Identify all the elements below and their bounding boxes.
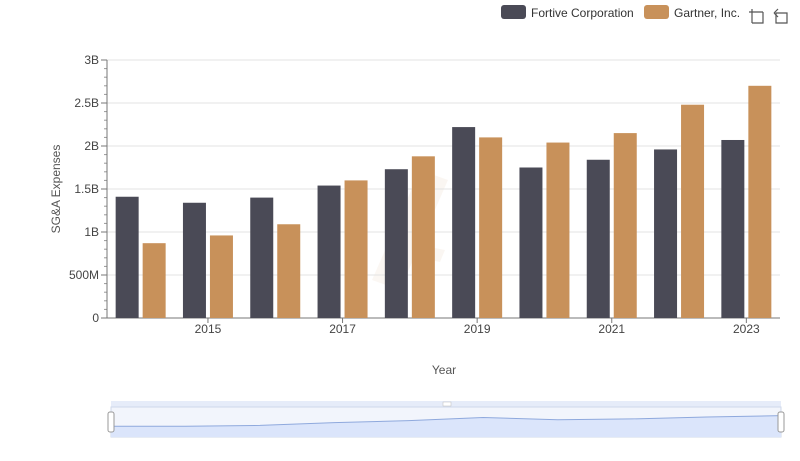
bar-gartner-2014[interactable] — [142, 243, 166, 318]
legend-item-gartner[interactable]: Gartner, Inc. — [644, 5, 740, 20]
bar-fortive-2020[interactable] — [519, 167, 543, 319]
legend-label: Fortive Corporation — [531, 6, 634, 20]
y-tick-label: 2.5B — [74, 96, 99, 110]
x-tick-label: 2017 — [329, 322, 356, 336]
y-axis-title: SG&A Expenses — [49, 145, 63, 234]
zoom-select-icon[interactable] — [748, 8, 764, 24]
bar-gartner-2017[interactable] — [344, 180, 368, 318]
x-tick-label: 2023 — [733, 322, 760, 336]
bar-fortive-2022[interactable] — [654, 149, 678, 318]
watermark-logo — [372, 170, 448, 290]
bar-fortive-2015[interactable] — [182, 202, 206, 318]
bar-fortive-2021[interactable] — [586, 159, 610, 318]
bar-gartner-2021[interactable] — [613, 133, 637, 318]
zoom-reset-icon[interactable] — [773, 8, 789, 24]
legend-swatch — [501, 5, 526, 19]
navigator-handle-right[interactable] — [777, 411, 785, 433]
x-tick-label: 2021 — [598, 322, 625, 336]
navigator[interactable] — [107, 401, 785, 438]
bar-fortive-2017[interactable] — [317, 185, 341, 318]
x-tick-label: 2019 — [464, 322, 491, 336]
bar-gartner-2018[interactable] — [411, 156, 435, 318]
legend-label: Gartner, Inc. — [674, 6, 740, 20]
bar-gartner-2015[interactable] — [209, 235, 233, 318]
navigator-handle-left[interactable] — [107, 411, 115, 433]
legend-item-fortive[interactable]: Fortive Corporation — [501, 5, 634, 20]
bar-gartner-2020[interactable] — [546, 142, 570, 318]
bar-fortive-2014[interactable] — [115, 196, 139, 318]
bar-gartner-2019[interactable] — [479, 137, 503, 318]
y-tick-label: 3B — [84, 53, 99, 67]
y-tick-label: 1.5B — [74, 182, 99, 196]
bar-gartner-2022[interactable] — [681, 104, 705, 318]
bar-gartner-2023[interactable] — [748, 85, 772, 318]
x-axis-title: Year — [432, 363, 456, 377]
y-axis: 0 500M 1B 1.5B 2B 2.5B 3B — [69, 53, 108, 325]
x-tick-label: 2015 — [195, 322, 222, 336]
navigator-line — [111, 415, 782, 427]
bars — [115, 85, 772, 319]
y-tick-label: 2B — [84, 139, 99, 153]
navigator-area — [111, 415, 781, 437]
navigator-scroll-thumb[interactable] — [442, 401, 452, 407]
y-tick-label: 0 — [92, 311, 99, 325]
bar-gartner-2016[interactable] — [277, 224, 301, 318]
bar-fortive-2018[interactable] — [384, 169, 408, 318]
gridlines — [107, 59, 780, 319]
bar-fortive-2019[interactable] — [452, 127, 476, 318]
legend-swatch — [644, 5, 669, 19]
x-axis: 2015 2017 2019 2021 2023 — [107, 317, 780, 336]
y-tick-label: 500M — [69, 268, 99, 282]
bar-fortive-2023[interactable] — [721, 139, 745, 318]
bar-fortive-2016[interactable] — [250, 197, 274, 318]
y-tick-label: 1B — [84, 225, 99, 239]
legend: Fortive Corporation Gartner, Inc. — [501, 5, 740, 20]
